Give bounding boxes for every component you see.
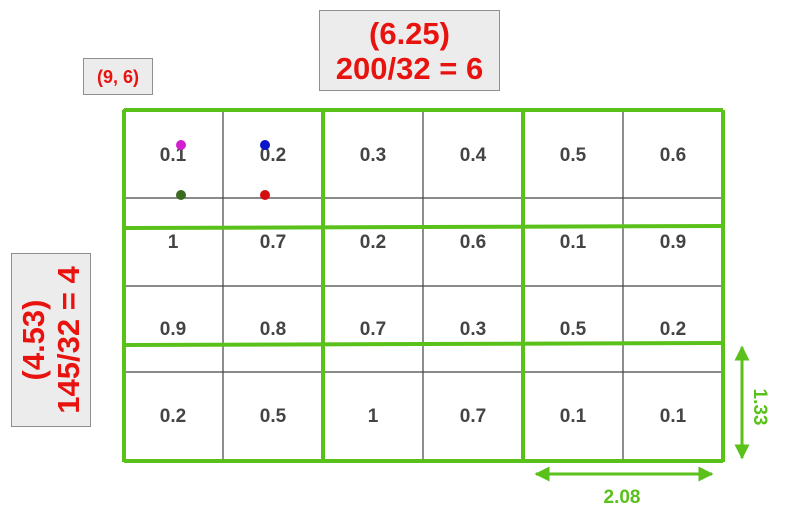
bin-row-line	[123, 224, 724, 230]
cell-value: 0.7	[460, 406, 486, 427]
coordinate-text: (9, 6)	[96, 67, 139, 87]
height-dimension-label: 1.33	[749, 389, 770, 426]
feature-map-grid	[122, 109, 724, 461]
cell-value: 0.5	[560, 145, 587, 166]
cell-value: 0.1	[560, 406, 587, 427]
cell-value: 0.3	[360, 145, 386, 166]
coordinate-label: (9, 6)	[83, 58, 153, 95]
cell-value: 0.6	[660, 145, 686, 166]
cell-value: 0.7	[360, 319, 386, 340]
width-scale-label: (6.25) 200/32 = 6	[319, 10, 500, 91]
sample-point-magenta	[176, 140, 186, 150]
bin-row-line	[123, 341, 724, 347]
cell-value: 0.5	[260, 406, 287, 427]
cell-value: 0.1	[560, 232, 587, 253]
cell-value: 0.1	[160, 145, 187, 166]
cell-value: 0.8	[260, 319, 286, 340]
cell-value: 0.2	[160, 406, 186, 427]
width-dimension-label: 2.08	[604, 487, 641, 508]
cell-value: 0.1	[660, 406, 687, 427]
cell-value: 0.5	[560, 319, 587, 340]
cell-value: 0.2	[360, 232, 386, 253]
cell-value: 0.6	[460, 232, 486, 253]
cell-value: 1	[368, 406, 379, 427]
cell-value: 0.9	[160, 319, 186, 340]
sample-point-green	[176, 190, 186, 200]
cell-value: 0.9	[660, 232, 686, 253]
cell-value: 0.2	[660, 319, 686, 340]
sample-point-red	[260, 190, 270, 200]
sampling-points	[176, 140, 270, 200]
feature-map-values: 0.1 0.2 0.3 0.4 0.5 0.6 1 0.7 0.2 0.6 0.1 0.9 0.9 0.8…	[160, 145, 687, 427]
sample-point-blue	[260, 140, 270, 150]
cell-value: 0.7	[260, 232, 286, 253]
cell-value: 0.3	[460, 319, 486, 340]
width-scale-formula: 200/32 = 6	[335, 51, 484, 86]
height-scale-label: (4.53) 145/32 = 4	[11, 253, 91, 427]
cell-value: 1	[168, 232, 179, 253]
pooling-bin-boundaries	[122, 108, 725, 463]
cell-value: 0.4	[460, 145, 487, 166]
width-scale-value: (6.25)	[369, 16, 450, 51]
cell-value: 0.2	[260, 145, 286, 166]
